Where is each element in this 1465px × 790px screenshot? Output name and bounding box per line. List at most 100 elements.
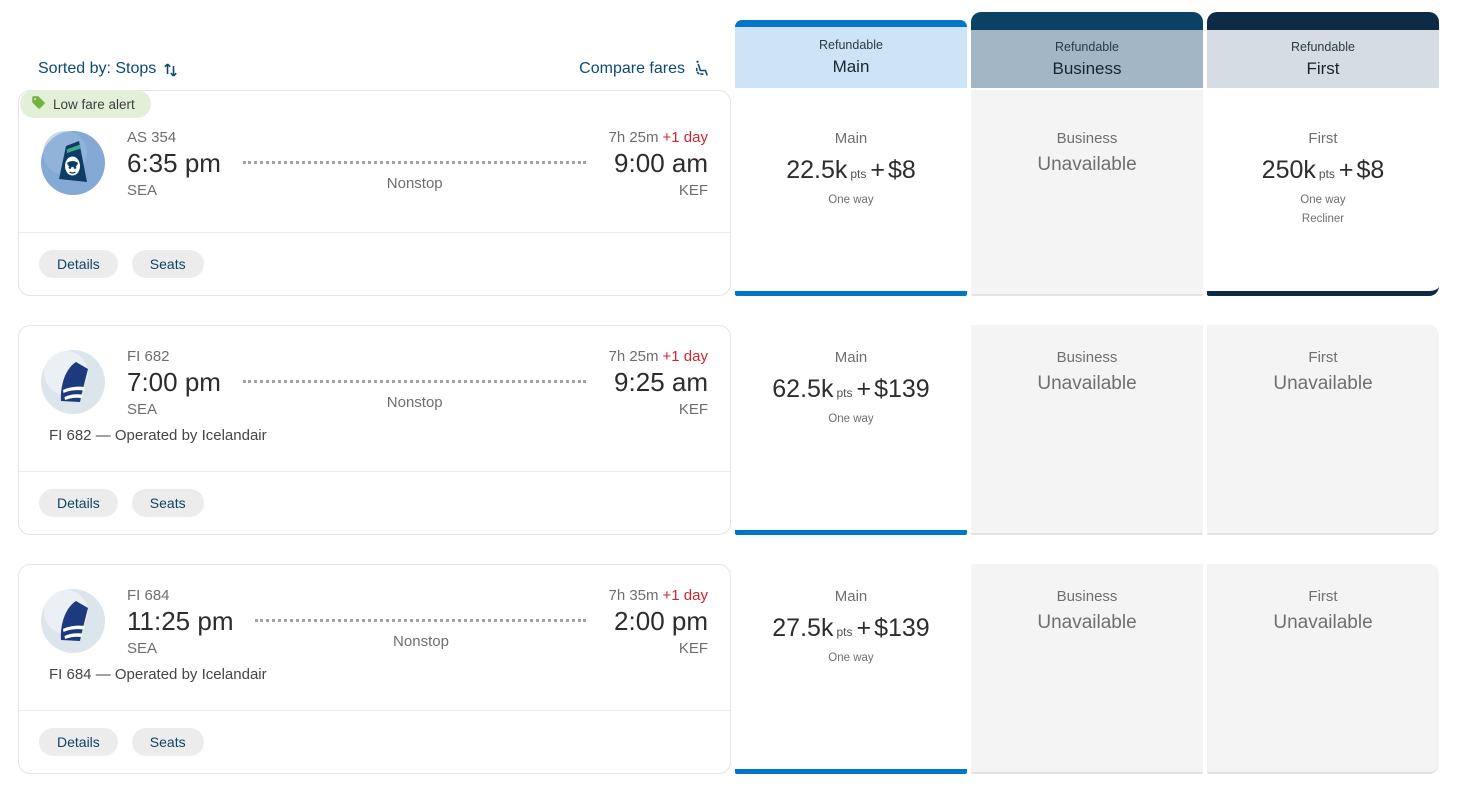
alaska-airlines-logo <box>41 131 105 195</box>
fare-cell-main[interactable]: Main 22.5k pts + $8 One way <box>735 90 967 296</box>
main-refundable-tag: Refundable <box>819 38 883 52</box>
fare-cell-main[interactable]: Main 62.5k pts + $139 One way <box>735 325 967 535</box>
duration: 7h 25m <box>608 129 659 146</box>
first-refundable-tag: Refundable <box>1291 39 1355 54</box>
seats-button[interactable]: Seats <box>131 489 204 517</box>
fare-column-header-first: Refundable First <box>1207 12 1439 88</box>
duration: 7h 35m <box>608 587 659 604</box>
departure-block: FI 682 7:00 pm SEA <box>127 348 221 418</box>
fare-type: One way <box>828 652 874 664</box>
seats-button[interactable]: Seats <box>131 728 204 756</box>
destination-code: KEF <box>678 640 708 657</box>
route-dotted-line <box>255 619 587 622</box>
fare-type: One way <box>828 194 874 206</box>
departure-block: FI 684 11:25 pm SEA <box>127 587 233 657</box>
business-cabin-title: Business <box>1052 58 1122 78</box>
seat-type: Recliner <box>1301 213 1345 225</box>
flight-card-fi682: FI 682 7:00 pm SEA Nonstop 7h 25m +1 day … <box>18 325 731 535</box>
fare-column-header-business: Refundable Business <box>971 12 1203 88</box>
arrival-block: 7h 25m +1 day 9:25 am KEF <box>608 348 708 418</box>
first-cabin-title: First <box>1306 58 1340 78</box>
arrival-time: 9:00 am <box>614 148 708 178</box>
departure-time: 6:35 pm <box>127 148 221 178</box>
compare-fares-label: Compare fares <box>579 59 685 77</box>
fare-cabin-label: Business <box>1056 588 1118 605</box>
arrival-block: 7h 25m +1 day 9:00 am KEF <box>608 129 708 199</box>
flight-row: FI 684 11:25 pm SEA Nonstop 7h 35m +1 day… <box>18 564 1441 774</box>
arrival-time: 9:25 am <box>614 367 708 397</box>
fare-status: Unavailable <box>1037 612 1137 633</box>
low-fare-alert-badge: Low fare alert <box>20 90 151 118</box>
fare-type: One way <box>828 413 874 425</box>
duration: 7h 25m <box>608 348 659 365</box>
stops-label: Nonstop <box>386 175 443 192</box>
fare-cabin-label: Business <box>1056 130 1118 147</box>
fare-price: 250k pts + $8 <box>1261 156 1385 184</box>
sorted-by-label: Sorted by: Stops <box>38 60 157 77</box>
arrival-time: 2:00 pm <box>614 606 708 636</box>
destination-code: KEF <box>678 401 708 418</box>
first-column-accent-bar <box>1207 12 1439 30</box>
departure-time: 7:00 pm <box>127 367 221 397</box>
origin-code: SEA <box>127 640 158 657</box>
flight-number: FI 682 <box>127 348 170 365</box>
main-column-accent-bar <box>735 20 967 27</box>
details-button[interactable]: Details <box>39 250 118 278</box>
flight-card-as354: Low fare alert <box>18 90 731 296</box>
fare-cell-first: First Unavailable <box>1207 325 1439 535</box>
main-cabin-title: Main <box>832 57 870 76</box>
results-header-band: Sorted by: Stops Compare fares <box>18 12 1441 88</box>
fare-cabin-label: First <box>1308 349 1338 366</box>
fare-cabin-label: First <box>1308 130 1338 147</box>
fare-price: 22.5k pts + $8 <box>786 156 916 184</box>
details-button[interactable]: Details <box>39 489 118 517</box>
fare-cell-main[interactable]: Main 27.5k pts + $139 One way <box>735 564 967 774</box>
sort-arrows-icon <box>163 61 178 77</box>
fare-cell-first: First Unavailable <box>1207 564 1439 774</box>
flight-row: FI 682 7:00 pm SEA Nonstop 7h 25m +1 day … <box>18 325 1441 535</box>
fare-cell-business: Business Unavailable <box>971 90 1203 296</box>
compare-fares-link[interactable]: Compare fares <box>579 59 711 78</box>
low-fare-alert-label: Low fare alert <box>53 96 135 112</box>
tag-icon <box>31 95 46 113</box>
fare-cell-business: Business Unavailable <box>971 564 1203 774</box>
stops-label: Nonstop <box>393 633 449 650</box>
fare-cabin-label: Main <box>834 588 868 605</box>
flight-number: FI 684 <box>127 587 170 604</box>
plus-day: +1 day <box>662 129 708 146</box>
fare-type: One way <box>1300 194 1346 206</box>
departure-block: AS 354 6:35 pm SEA <box>127 129 221 199</box>
fare-cabin-label: First <box>1308 588 1338 605</box>
flight-card-footer: Details Seats <box>19 710 730 773</box>
stops-label: Nonstop <box>386 394 443 411</box>
fare-status: Unavailable <box>1037 373 1137 394</box>
plus-day: +1 day <box>662 587 708 604</box>
fare-cabin-label: Business <box>1056 349 1118 366</box>
departure-time: 11:25 pm <box>127 606 234 636</box>
fare-cell-first[interactable]: First 250k pts + $8 One way Recliner <box>1207 90 1439 296</box>
fare-status: Unavailable <box>1273 612 1373 633</box>
flight-row: Low fare alert <box>18 90 1441 296</box>
route-dotted-line <box>242 380 587 383</box>
fare-cell-business: Business Unavailable <box>971 325 1203 535</box>
flight-card-footer: Details Seats <box>19 232 730 295</box>
business-refundable-tag: Refundable <box>1055 39 1119 54</box>
fare-price: 27.5k pts + $139 <box>772 614 930 642</box>
seats-button[interactable]: Seats <box>131 250 204 278</box>
fare-price: 62.5k pts + $139 <box>772 375 930 403</box>
icelandair-logo <box>41 589 105 653</box>
plus-day: +1 day <box>662 348 708 365</box>
origin-code: SEA <box>127 182 158 199</box>
flight-card-fi684: FI 684 11:25 pm SEA Nonstop 7h 35m +1 day… <box>18 564 731 774</box>
results-toolbar: Sorted by: Stops Compare fares <box>18 12 731 88</box>
icelandair-logo <box>41 350 105 414</box>
arrival-block: 7h 35m +1 day 2:00 pm KEF <box>608 587 708 657</box>
fare-cabin-label: Main <box>834 349 868 366</box>
sorted-by-control[interactable]: Sorted by: Stops <box>38 60 178 78</box>
details-button[interactable]: Details <box>39 728 118 756</box>
flight-card-footer: Details Seats <box>19 471 730 534</box>
destination-code: KEF <box>678 182 708 199</box>
origin-code: SEA <box>127 401 158 418</box>
route-dotted-line <box>242 161 587 164</box>
